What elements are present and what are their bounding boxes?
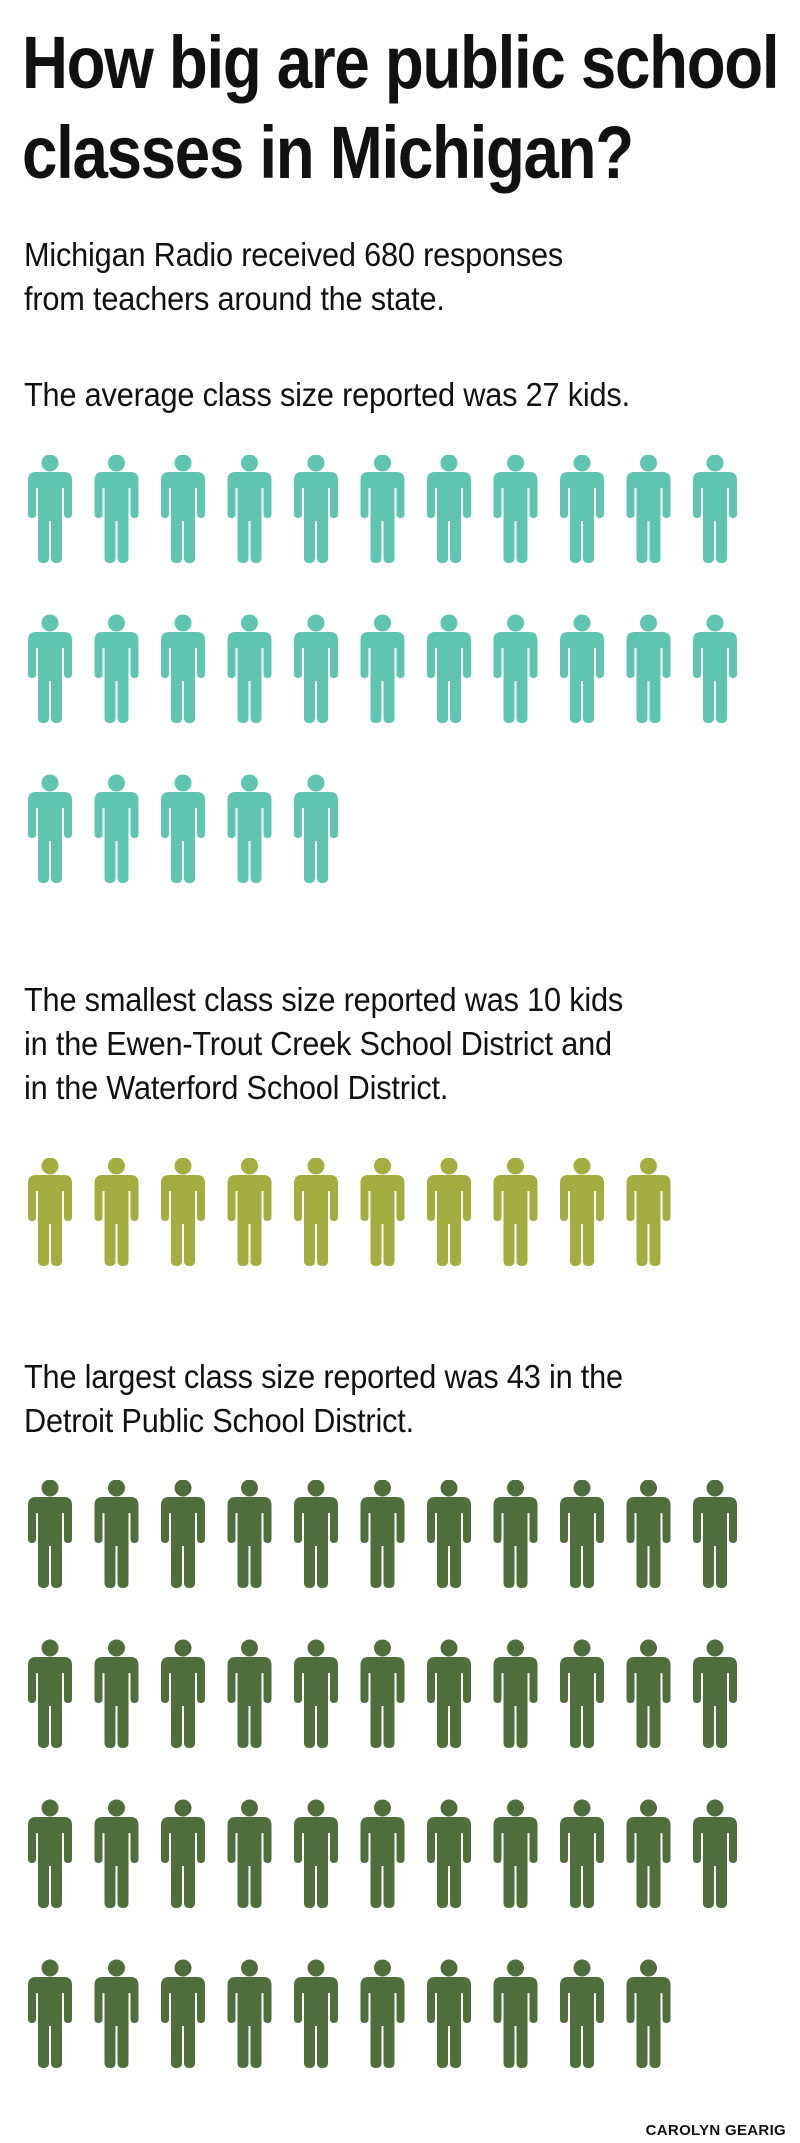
largest-person-icon xyxy=(161,1959,205,2068)
largest-person-icon xyxy=(427,1480,471,1588)
intro-text: Michigan Radio received 680 responses fr… xyxy=(24,233,563,321)
average-person-icon xyxy=(493,614,538,723)
average-person-icon xyxy=(427,614,471,723)
credit-byline: CAROLYN GEARIG xyxy=(645,2122,786,2139)
average-person-icon xyxy=(94,455,139,563)
smallest-person-icon xyxy=(94,1158,139,1266)
average-text: The average class size reported was 27 k… xyxy=(24,373,630,417)
largest-person-icon xyxy=(626,1799,671,1908)
average-person-icon xyxy=(227,455,272,563)
largest-person-icon xyxy=(693,1639,737,1748)
largest-person-icon xyxy=(560,1480,604,1588)
largest-person-icon xyxy=(560,1799,604,1908)
average-person-icon xyxy=(94,614,139,723)
smallest-person-icon xyxy=(294,1158,338,1266)
largest-person-icon xyxy=(94,1959,139,2068)
average-person-icon xyxy=(427,455,471,563)
average-person-icon xyxy=(94,774,139,883)
largest-person-icon xyxy=(227,1959,272,2068)
smallest-person-icon xyxy=(560,1158,604,1266)
smallest-person-icon xyxy=(427,1158,471,1266)
largest-person-icon xyxy=(294,1799,338,1908)
smallest-person-icon xyxy=(360,1158,405,1266)
largest-person-icon xyxy=(161,1639,205,1748)
smallest-person-icon xyxy=(28,1158,72,1266)
smallest-person-icon xyxy=(626,1158,671,1266)
average-person-icon xyxy=(294,614,338,723)
average-person-icon xyxy=(161,455,205,563)
average-person-icon xyxy=(693,614,737,723)
largest-line-1: The largest class size reported was 43 i… xyxy=(24,1358,623,1395)
largest-person-icon xyxy=(427,1959,471,2068)
page-title: How big are public school classes in Mic… xyxy=(22,18,780,198)
largest-text: The largest class size reported was 43 i… xyxy=(24,1355,623,1443)
largest-person-icon xyxy=(94,1639,139,1748)
largest-person-icon xyxy=(693,1799,737,1908)
largest-class-pictogram xyxy=(28,1480,737,2068)
largest-person-icon xyxy=(28,1799,72,1908)
average-person-icon xyxy=(161,614,205,723)
smallest-person-icon xyxy=(227,1158,272,1266)
largest-person-icon xyxy=(94,1480,139,1588)
largest-person-icon xyxy=(28,1959,72,2068)
largest-person-icon xyxy=(28,1480,72,1588)
average-person-icon xyxy=(626,614,671,723)
smallest-person-icon xyxy=(493,1158,538,1266)
largest-person-icon xyxy=(560,1639,604,1748)
average-class-pictogram xyxy=(28,455,737,883)
average-person-icon xyxy=(626,455,671,563)
largest-person-icon xyxy=(294,1480,338,1588)
largest-person-icon xyxy=(493,1959,538,2068)
smallest-person-icon xyxy=(161,1158,205,1266)
largest-person-icon xyxy=(360,1959,405,2068)
largest-person-icon xyxy=(294,1639,338,1748)
largest-person-icon xyxy=(360,1639,405,1748)
average-line-1: The average class size reported was 27 k… xyxy=(24,376,630,413)
smallest-line-1: The smallest class size reported was 10 … xyxy=(24,981,624,1018)
largest-person-icon xyxy=(560,1959,604,2068)
largest-person-icon xyxy=(693,1480,737,1588)
average-person-icon xyxy=(227,614,272,723)
average-person-icon xyxy=(493,455,538,563)
largest-person-icon xyxy=(28,1639,72,1748)
average-person-icon xyxy=(693,455,737,563)
largest-person-icon xyxy=(626,1959,671,2068)
average-person-icon xyxy=(360,455,405,563)
average-person-icon xyxy=(227,774,272,883)
average-person-icon xyxy=(294,774,338,883)
largest-person-icon xyxy=(94,1799,139,1908)
smallest-class-pictogram xyxy=(28,1158,671,1266)
largest-person-icon xyxy=(227,1799,272,1908)
largest-person-icon xyxy=(427,1639,471,1748)
largest-person-icon xyxy=(161,1799,205,1908)
largest-person-icon xyxy=(427,1799,471,1908)
largest-person-icon xyxy=(360,1480,405,1588)
average-person-icon xyxy=(28,614,72,723)
average-person-icon xyxy=(560,455,604,563)
smallest-line-2: in the Ewen-Trout Creek School District … xyxy=(24,1025,612,1062)
smallest-text: The smallest class size reported was 10 … xyxy=(24,978,623,1110)
largest-person-icon xyxy=(294,1959,338,2068)
average-person-icon xyxy=(28,774,72,883)
average-person-icon xyxy=(294,455,338,563)
intro-line-2: from teachers around the state. xyxy=(24,280,445,317)
largest-person-icon xyxy=(626,1639,671,1748)
average-person-icon xyxy=(360,614,405,723)
largest-person-icon xyxy=(493,1480,538,1588)
largest-person-icon xyxy=(360,1799,405,1908)
largest-line-2: Detroit Public School District. xyxy=(24,1402,414,1439)
title-line-1: How big are public school xyxy=(22,21,780,104)
title-line-2: classes in Michigan? xyxy=(22,111,634,194)
largest-person-icon xyxy=(161,1480,205,1588)
average-person-icon xyxy=(161,774,205,883)
average-person-icon xyxy=(560,614,604,723)
largest-person-icon xyxy=(626,1480,671,1588)
intro-line-1: Michigan Radio received 680 responses xyxy=(24,236,564,273)
average-person-icon xyxy=(28,455,72,563)
largest-person-icon xyxy=(493,1799,538,1908)
largest-person-icon xyxy=(493,1639,538,1748)
largest-person-icon xyxy=(227,1480,272,1588)
largest-person-icon xyxy=(227,1639,272,1748)
smallest-line-3: in the Waterford School District. xyxy=(24,1069,449,1106)
